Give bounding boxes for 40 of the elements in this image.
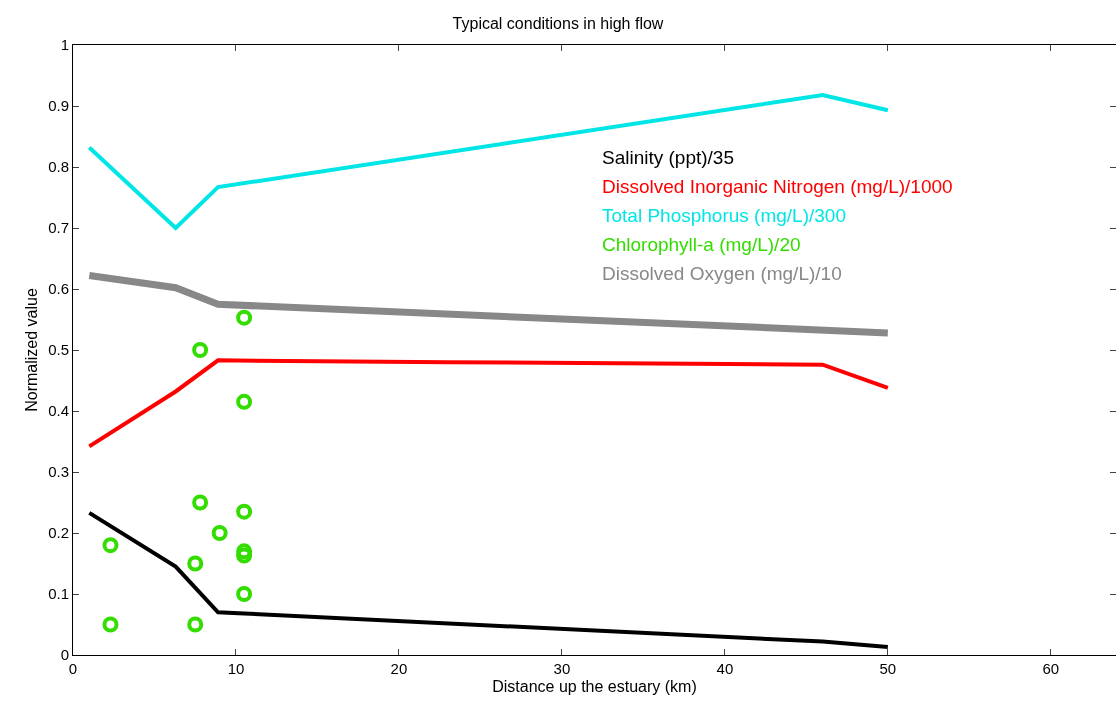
line-series <box>87 358 890 449</box>
text: Chlorophyll-a (mg/L)/20 <box>602 234 801 255</box>
x-tick-label: 40 <box>716 660 734 677</box>
point <box>102 616 119 633</box>
x-tick-label: 30 <box>553 660 571 677</box>
y-tick-label: 0.9 <box>48 97 69 115</box>
x-tick-label: 20 <box>390 660 408 677</box>
point <box>236 503 253 520</box>
y-tick-label: 0.5 <box>48 341 69 359</box>
x-tick-label: 50 <box>879 660 897 677</box>
y-tick-label: 0 <box>60 646 69 664</box>
chart-title: Typical conditions in high flow <box>452 15 664 33</box>
y-tick-label: 0.4 <box>48 402 69 420</box>
point <box>192 494 209 511</box>
line-series <box>87 510 890 650</box>
point <box>236 393 253 410</box>
y-tick-label: 1 <box>60 36 69 54</box>
point <box>211 525 228 541</box>
point <box>236 586 253 602</box>
point <box>236 309 253 326</box>
x-tick-label: 10 <box>227 660 245 677</box>
y-tick-label: 0.3 <box>48 463 69 481</box>
y-axis-title: Normalized value <box>23 288 41 412</box>
y-tick-label: 0.6 <box>48 280 69 298</box>
text: Total Phosphorus (mg/L)/300 <box>602 205 846 226</box>
point <box>236 547 253 564</box>
series-label: Dissolved Oxygen (mg/L)/10 <box>602 263 842 284</box>
y-tick-label: 0.8 <box>48 158 69 176</box>
x-axis-title: Distance up the estuary (km) <box>492 677 697 695</box>
y-tick-label: 0.2 <box>48 524 69 542</box>
text: Dissolved Inorganic Nitrogen (mg/L)/1000 <box>602 176 953 197</box>
point <box>102 537 119 554</box>
point <box>192 342 209 358</box>
point <box>236 543 253 560</box>
x-tick-label: 60 <box>1042 660 1060 677</box>
y-tick-label: 0.7 <box>48 219 69 237</box>
point <box>187 555 204 572</box>
y-tick-label: 0.1 <box>48 585 69 603</box>
text: Salinity (ppt)/35 <box>602 147 735 168</box>
point <box>187 616 204 633</box>
